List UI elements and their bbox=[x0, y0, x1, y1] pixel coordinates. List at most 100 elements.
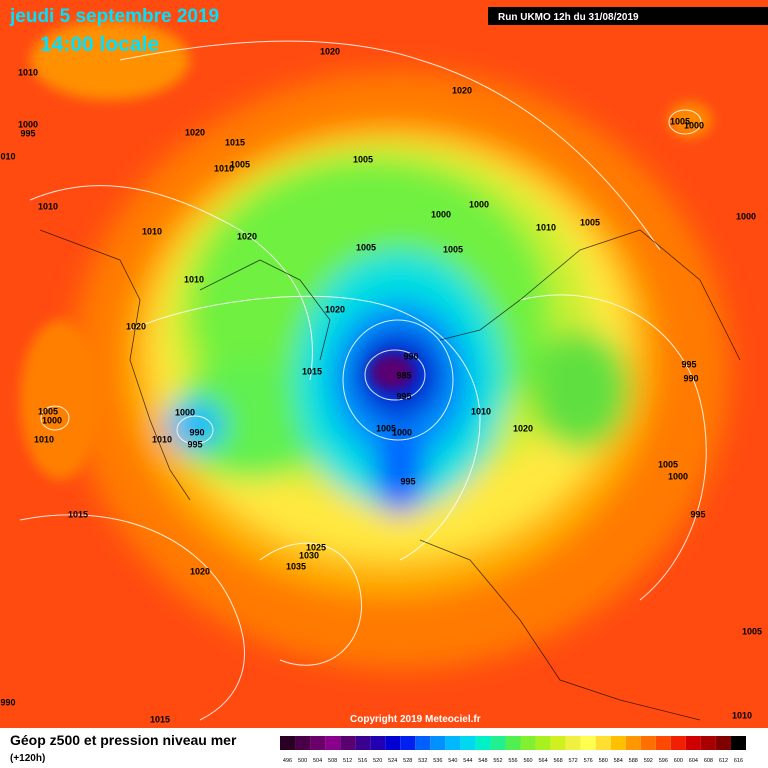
legend-lead: (+120h) bbox=[10, 753, 45, 764]
isobar-label: 1025 bbox=[306, 542, 326, 552]
isobar-label: 1020 bbox=[325, 304, 345, 314]
isobar-label: 1010 bbox=[142, 226, 162, 236]
color-swatch bbox=[670, 736, 686, 750]
isobar-label: 1010 bbox=[18, 67, 38, 77]
isobar-label: 1005 bbox=[230, 159, 250, 169]
colorbar-label: 572 bbox=[569, 758, 578, 764]
isobar-label: 1010 bbox=[152, 434, 172, 444]
colorbar-label: 528 bbox=[403, 758, 412, 764]
run-box bbox=[488, 7, 768, 25]
legend-title: Géop z500 et pression niveau mer bbox=[10, 732, 237, 748]
isobar-label: 1015 bbox=[150, 714, 170, 724]
isobar-label: 995 bbox=[20, 128, 35, 138]
colorbar-label: 560 bbox=[523, 758, 532, 764]
color-swatch bbox=[715, 736, 731, 750]
isobar-label: 1020 bbox=[190, 566, 210, 576]
color-swatch bbox=[490, 736, 506, 750]
isobar-label: 990 bbox=[189, 427, 204, 437]
isobar-label: 995 bbox=[400, 476, 415, 486]
color-swatch bbox=[340, 736, 356, 750]
map-date: jeudi 5 septembre 2019 bbox=[9, 6, 219, 27]
isobar-label: 1015 bbox=[225, 137, 245, 147]
isobar-label: 1010 bbox=[732, 710, 752, 720]
isobar-label: 990 bbox=[0, 697, 15, 707]
isobar-label: 1000 bbox=[684, 120, 704, 130]
isobar-label: 1000 bbox=[392, 427, 412, 437]
color-swatch bbox=[565, 736, 581, 750]
color-swatch bbox=[460, 736, 476, 750]
run-info: Run UKMO 12h du 31/08/2019 bbox=[498, 12, 639, 23]
color-swatch bbox=[325, 736, 341, 750]
colorbar-label: 580 bbox=[599, 758, 608, 764]
isobar-label: 1035 bbox=[286, 561, 306, 571]
color-swatch bbox=[445, 736, 461, 750]
color-swatch bbox=[505, 736, 521, 750]
color-swatch bbox=[355, 736, 371, 750]
isobar-label: 1010 bbox=[38, 201, 58, 211]
color-swatch bbox=[520, 736, 536, 750]
isobar-label: 985 bbox=[396, 370, 411, 380]
color-swatch bbox=[610, 736, 626, 750]
isobar-label: 1010 bbox=[34, 434, 54, 444]
colorbar-label: 564 bbox=[538, 758, 547, 764]
isobar-label: 1005 bbox=[376, 423, 396, 433]
isobar-label: 1005 bbox=[443, 244, 463, 254]
colorbar: 496 500 504 508 512 516 520 524 528 532 536 540 544 5… bbox=[280, 736, 746, 764]
isobars bbox=[19, 40, 707, 721]
isobar-label: 995 bbox=[681, 359, 696, 369]
isobar-label: 1005 bbox=[353, 154, 373, 164]
color-swatch bbox=[310, 736, 326, 750]
isobar-label: 1015 bbox=[302, 366, 322, 376]
colorbar-label: 532 bbox=[418, 758, 427, 764]
colorbar-label: 604 bbox=[689, 758, 698, 764]
colorbar-label: 588 bbox=[629, 758, 638, 764]
colorbar-label: 552 bbox=[493, 758, 502, 764]
isobar-label: 1005 bbox=[356, 242, 376, 252]
isobar-label: 1030 bbox=[299, 550, 319, 560]
color-swatch bbox=[475, 736, 491, 750]
isobar-label: 1005 bbox=[658, 459, 678, 469]
isobar-label: 1005 bbox=[742, 626, 762, 636]
isobar-label: 1000 bbox=[18, 119, 38, 129]
isobar-label: 1000 bbox=[431, 209, 451, 219]
isobar-label: 1000 bbox=[736, 211, 756, 221]
colorbar-label: 576 bbox=[584, 758, 593, 764]
isobar-label: 1020 bbox=[320, 46, 340, 56]
isobar-label: 1000 bbox=[175, 407, 195, 417]
color-swatch bbox=[580, 736, 596, 750]
colorbar-label: 500 bbox=[298, 758, 307, 764]
colorbar-label: 544 bbox=[463, 758, 472, 764]
color-swatch bbox=[415, 736, 431, 750]
colorbar-label: 540 bbox=[448, 758, 457, 764]
colorbar-label: 520 bbox=[373, 758, 382, 764]
isobar-label: 1005 bbox=[580, 217, 600, 227]
copyright: Copyright 2019 Meteociel.fr bbox=[350, 714, 481, 725]
colorbar-label: 548 bbox=[478, 758, 487, 764]
field bbox=[0, 0, 768, 728]
isobar-label: 1010 bbox=[536, 222, 556, 232]
colorbar-label: 504 bbox=[313, 758, 322, 764]
isobar-label: 1020 bbox=[237, 231, 257, 241]
colorbar-label: 524 bbox=[388, 758, 397, 764]
colorbar-label: 536 bbox=[433, 758, 442, 764]
color-swatch bbox=[550, 736, 566, 750]
color-swatch bbox=[625, 736, 641, 750]
isobar-label: 010 bbox=[0, 151, 15, 161]
colorbar-label: 612 bbox=[719, 758, 728, 764]
color-swatch bbox=[295, 736, 311, 750]
color-swatch bbox=[640, 736, 656, 750]
colorbar-label: 516 bbox=[358, 758, 367, 764]
isobar-label: 990 bbox=[403, 351, 418, 361]
color-swatch bbox=[730, 736, 746, 750]
color-swatch bbox=[655, 736, 671, 750]
isobar-label: 1005 bbox=[670, 116, 690, 126]
color-swatch bbox=[535, 736, 551, 750]
color-swatch bbox=[685, 736, 701, 750]
color-swatch bbox=[700, 736, 716, 750]
colorbar-label: 496 bbox=[283, 758, 292, 764]
isobar-label: 995 bbox=[690, 509, 705, 519]
colorbar-label: 608 bbox=[704, 758, 713, 764]
color-swatch bbox=[370, 736, 386, 750]
isobar-label: 1020 bbox=[513, 423, 533, 433]
